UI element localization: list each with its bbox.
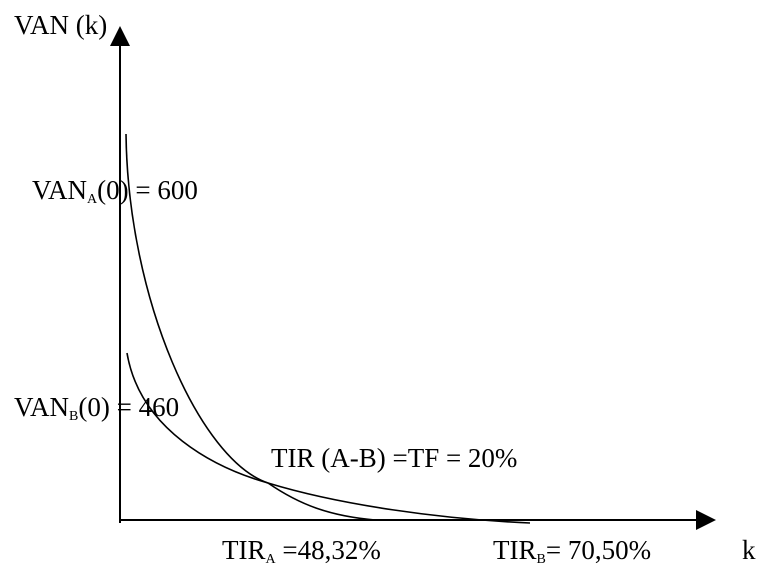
tir-a-value: =48,32% xyxy=(275,535,381,565)
van-b-label: VANB(0) = 460 xyxy=(14,392,180,424)
van-a-value: (0) = 600 xyxy=(97,175,198,205)
curve-b xyxy=(126,352,531,524)
y-axis-label: VAN (k) xyxy=(14,10,108,40)
crossover-label: TIR (A-B) =TF = 20% xyxy=(271,443,518,473)
van-b-subscript: B xyxy=(69,409,79,424)
van-b-prefix: VAN xyxy=(14,392,70,422)
x-axis-arrowhead xyxy=(696,510,716,530)
curve-a xyxy=(125,133,376,521)
x-axis-label: k xyxy=(742,535,756,565)
van-a-prefix: VAN xyxy=(32,175,88,205)
van-a-subscript: A xyxy=(87,192,98,207)
van-b-value: (0) = 460 xyxy=(78,392,180,422)
tir-b-value: = 70,50% xyxy=(545,535,652,565)
tir-a-prefix: TIR xyxy=(222,535,266,565)
tir-b-subscript: B xyxy=(536,552,546,567)
tir-b-label: TIRB= 70,50% xyxy=(493,535,652,567)
tir-a-label: TIRA =48,32% xyxy=(222,535,381,567)
tir-a-subscript: A xyxy=(265,552,276,567)
tir-b-prefix: TIR xyxy=(493,535,537,565)
y-axis-arrowhead xyxy=(110,26,130,46)
van-a-label: VANA(0) = 600 xyxy=(32,175,198,207)
